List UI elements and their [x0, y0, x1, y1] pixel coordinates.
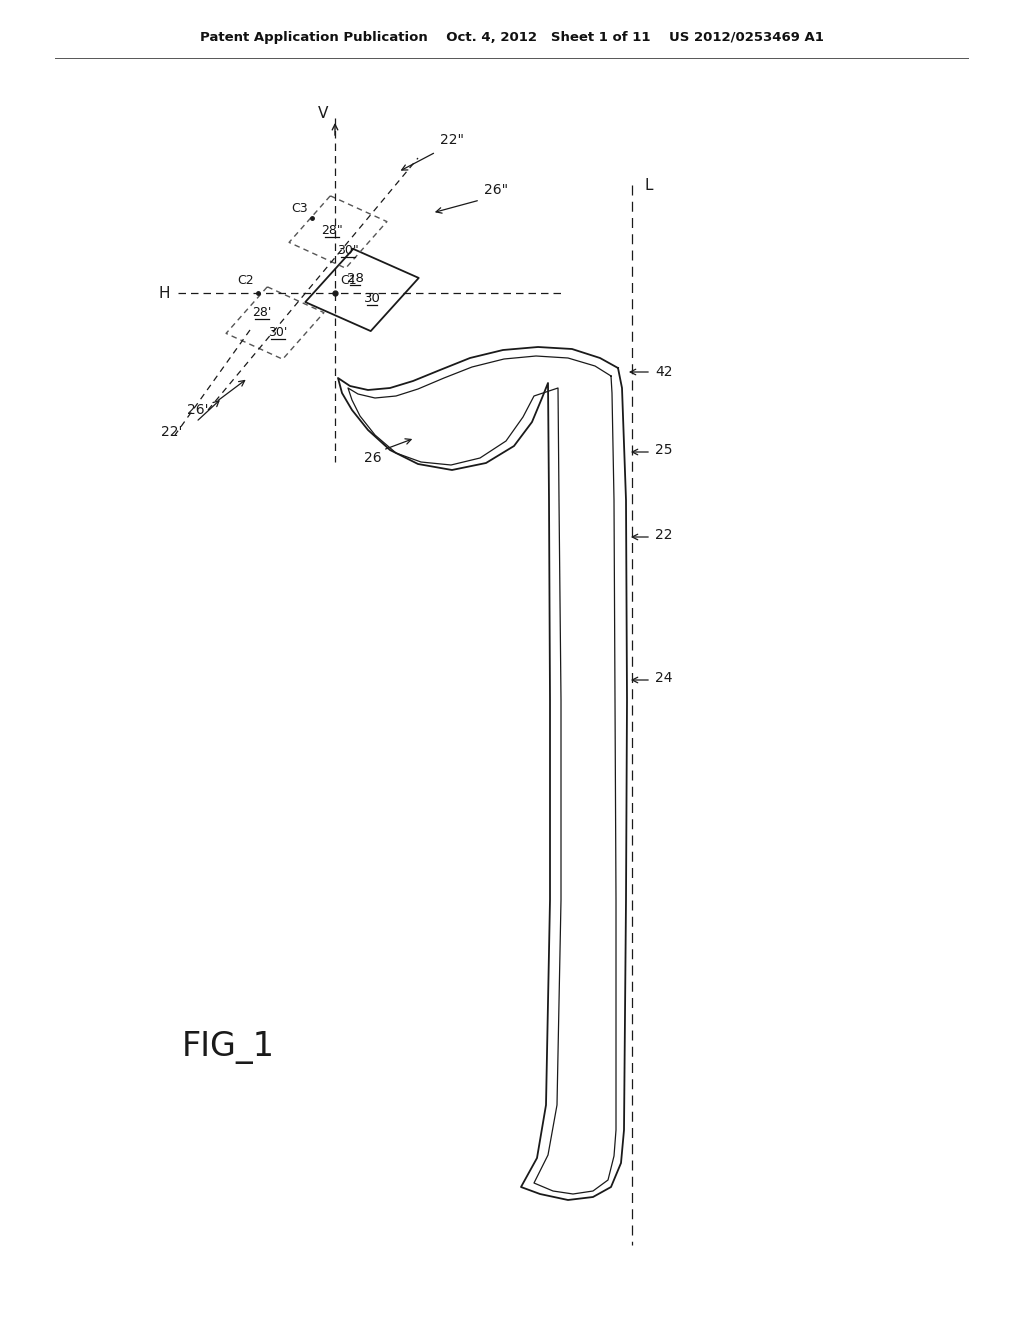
Text: H: H [159, 285, 170, 301]
Text: Patent Application Publication    Oct. 4, 2012   Sheet 1 of 11    US 2012/025346: Patent Application Publication Oct. 4, 2… [200, 32, 824, 45]
Text: C1: C1 [340, 275, 356, 288]
Text: 26: 26 [365, 451, 382, 465]
Text: FIG_1: FIG_1 [181, 1031, 274, 1064]
Text: L: L [644, 177, 652, 193]
Text: 22': 22' [161, 425, 182, 440]
Text: C2: C2 [238, 275, 254, 288]
Text: 28: 28 [346, 272, 364, 285]
Text: 25: 25 [655, 444, 673, 457]
Text: 22": 22" [440, 133, 464, 147]
Text: 28': 28' [252, 305, 271, 318]
Text: 30: 30 [364, 292, 381, 305]
Text: 28": 28" [322, 223, 343, 236]
Text: 30": 30" [337, 243, 358, 256]
Text: 24: 24 [655, 671, 673, 685]
Text: 30': 30' [268, 326, 288, 338]
Text: 26": 26" [484, 183, 508, 197]
Text: C3: C3 [292, 202, 308, 214]
Text: 42: 42 [655, 366, 673, 379]
Text: 22: 22 [655, 528, 673, 543]
Text: V: V [317, 106, 328, 120]
Text: 26': 26' [186, 403, 208, 417]
